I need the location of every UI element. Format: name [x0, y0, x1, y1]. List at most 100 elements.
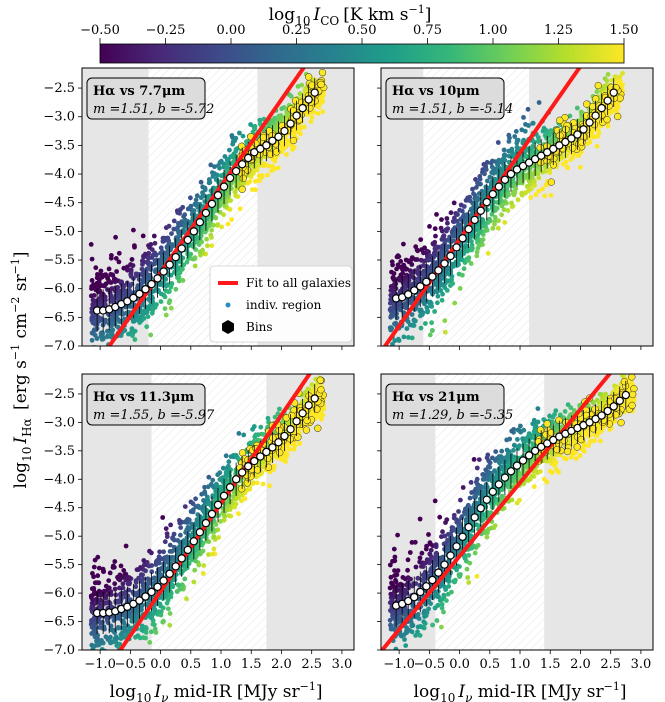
region-point — [154, 287, 160, 293]
region-point — [211, 222, 216, 228]
region-point — [488, 183, 494, 189]
region-point — [603, 115, 611, 124]
region-point — [181, 214, 187, 219]
region-point — [451, 264, 456, 269]
bin-point — [177, 244, 186, 253]
region-point — [200, 571, 206, 576]
region-point — [295, 84, 301, 89]
region-point — [233, 149, 239, 154]
bin-point — [141, 285, 150, 294]
region-point — [414, 257, 420, 262]
region-point — [121, 291, 127, 297]
region-point — [309, 115, 315, 120]
region-point — [202, 185, 208, 191]
region-point — [513, 129, 519, 134]
region-point — [132, 337, 138, 342]
region-point — [526, 188, 531, 194]
region-point — [460, 272, 465, 278]
panel-2: Hα vs 10μm m =1.51, b =-5.14 — [377, 67, 654, 350]
region-point — [482, 171, 487, 177]
region-point — [536, 175, 542, 181]
region-point — [224, 157, 230, 163]
bin-point — [286, 119, 295, 128]
region-point — [109, 253, 114, 258]
bin-point — [470, 215, 479, 225]
region-point — [491, 200, 496, 206]
bin-point — [494, 182, 504, 191]
region-point — [198, 233, 204, 239]
region-point — [528, 195, 534, 201]
region-point — [440, 234, 446, 240]
bin-point — [195, 217, 205, 227]
panel-title: Hα vs 10μm — [392, 84, 480, 99]
region-point — [278, 113, 284, 118]
bin-point — [579, 125, 588, 134]
region-point — [418, 325, 424, 331]
region-point — [465, 195, 471, 201]
region-point — [501, 207, 507, 213]
bin-point — [561, 137, 570, 147]
region-point — [89, 286, 94, 291]
colorbar-label: log10 ICO [K km s−1] — [269, 3, 432, 28]
region-point — [167, 611, 173, 616]
region-point — [270, 163, 276, 169]
region-point — [404, 283, 409, 289]
region-point — [180, 204, 186, 210]
region-point — [473, 185, 479, 190]
region-point — [475, 238, 481, 244]
region-point — [120, 346, 125, 351]
region-point — [164, 531, 170, 537]
y-tick-label: −5.0 — [43, 224, 75, 239]
region-point — [178, 532, 183, 538]
region-point — [148, 242, 154, 247]
region-point — [515, 197, 521, 203]
colorbar-tick-label: 0.00 — [217, 23, 246, 38]
panel-fit-params: m =1.51, b =-5.14 — [392, 102, 513, 117]
region-point — [265, 415, 271, 421]
region-point — [146, 563, 152, 569]
region-point — [466, 255, 472, 260]
region-point — [433, 247, 438, 252]
region-point — [95, 272, 100, 277]
region-point — [126, 587, 131, 593]
region-point — [202, 491, 208, 496]
region-point — [89, 618, 94, 623]
region-point — [407, 322, 413, 328]
bin-point — [506, 169, 516, 179]
region-point — [192, 567, 198, 573]
region-point — [110, 327, 116, 333]
region-point — [212, 164, 217, 170]
region-point — [94, 336, 100, 341]
fit-line — [382, 68, 582, 346]
region-point — [565, 165, 571, 171]
region-point — [213, 488, 219, 493]
region-point — [173, 286, 179, 292]
bin-point — [310, 88, 319, 97]
bin-point — [304, 95, 313, 104]
region-point — [461, 251, 467, 256]
region-point — [463, 243, 468, 249]
region-point — [129, 257, 135, 262]
region-point — [430, 253, 435, 259]
region-point — [451, 200, 457, 206]
region-point — [130, 319, 136, 324]
bin-point — [530, 154, 540, 164]
region-point — [92, 580, 98, 586]
region-point — [427, 224, 432, 229]
region-point — [578, 149, 584, 155]
region-point — [221, 212, 226, 218]
region-point — [526, 178, 532, 184]
region-point — [483, 167, 489, 173]
colorbar-tick-label: 1.50 — [610, 23, 639, 38]
region-point — [93, 265, 99, 271]
panel-fit-params: m =1.51, b =-5.72 — [93, 102, 214, 117]
region-point — [140, 277, 146, 283]
region-point — [605, 123, 611, 129]
region-point — [151, 611, 157, 616]
region-point — [490, 158, 495, 164]
region-point — [540, 186, 545, 192]
region-point — [269, 168, 274, 174]
region-point — [177, 233, 183, 239]
colorbar-tick-label: 1.25 — [544, 23, 573, 38]
